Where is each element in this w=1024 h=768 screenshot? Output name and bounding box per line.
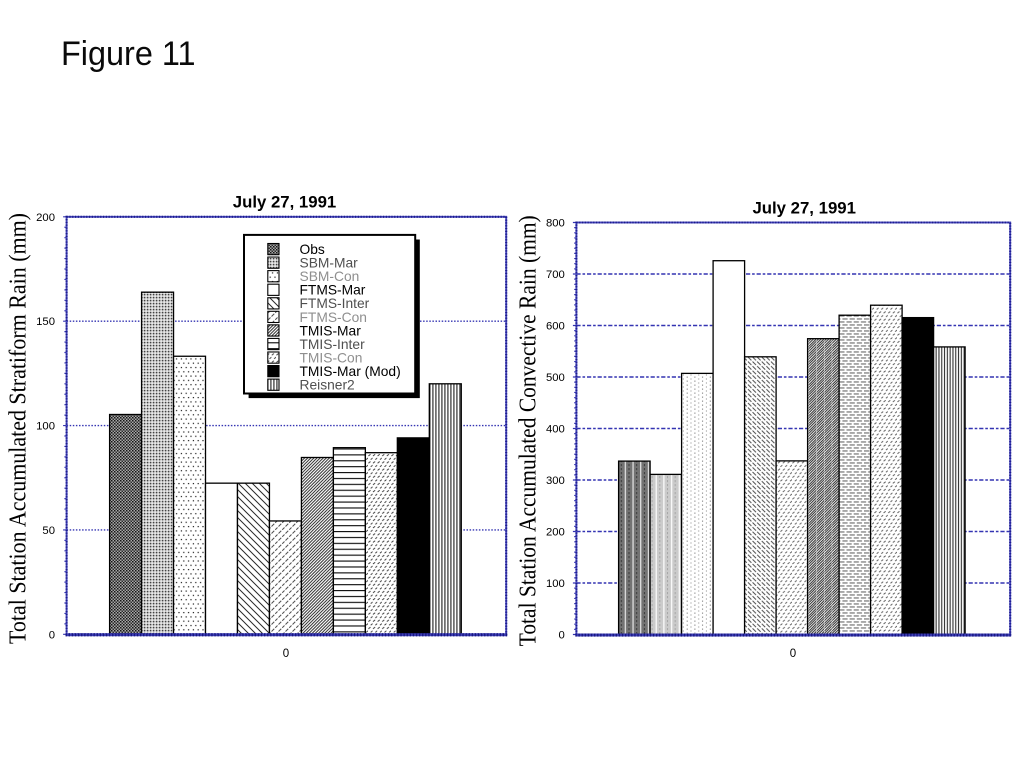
svg-text:FTMS-Con: FTMS-Con: [300, 310, 367, 325]
svg-text:July 27, 1991: July 27, 1991: [752, 199, 856, 218]
svg-text:0: 0: [283, 648, 289, 660]
svg-text:July 27, 1991: July 27, 1991: [233, 193, 337, 212]
svg-text:0: 0: [559, 630, 565, 642]
svg-text:500: 500: [546, 372, 565, 384]
svg-text:700: 700: [546, 269, 565, 281]
svg-text:Reisner2: Reisner2: [300, 378, 355, 393]
svg-text:TMIS-Con: TMIS-Con: [300, 350, 363, 365]
svg-text:TMIS-Mar: TMIS-Mar: [300, 323, 362, 338]
svg-text:TMIS-Mar (Mod): TMIS-Mar (Mod): [300, 364, 401, 379]
svg-text:SBM-Con: SBM-Con: [300, 269, 360, 284]
svg-text:100: 100: [36, 421, 55, 433]
svg-text:200: 200: [36, 212, 55, 224]
svg-text:Total Station Accumulated Stra: Total Station Accumulated Stratiform Rai…: [5, 213, 32, 644]
svg-text:Total Station Accumulated Conv: Total Station Accumulated Convective Rai…: [515, 215, 542, 646]
svg-text:50: 50: [42, 525, 55, 537]
svg-text:150: 150: [36, 316, 55, 328]
svg-text:100: 100: [546, 578, 565, 590]
svg-text:SBM-Mar: SBM-Mar: [300, 256, 359, 271]
svg-text:Figure 11: Figure 11: [61, 35, 196, 73]
svg-text:300: 300: [546, 475, 565, 487]
svg-text:FTMS-Inter: FTMS-Inter: [300, 296, 370, 311]
svg-text:0: 0: [790, 648, 796, 660]
svg-text:TMIS-Inter: TMIS-Inter: [300, 337, 366, 352]
svg-text:400: 400: [546, 424, 565, 436]
svg-text:600: 600: [546, 321, 565, 333]
svg-text:800: 800: [546, 218, 565, 230]
svg-text:Obs: Obs: [300, 242, 325, 257]
svg-text:FTMS-Mar: FTMS-Mar: [300, 283, 366, 298]
svg-text:0: 0: [49, 629, 55, 641]
svg-text:200: 200: [546, 527, 565, 539]
